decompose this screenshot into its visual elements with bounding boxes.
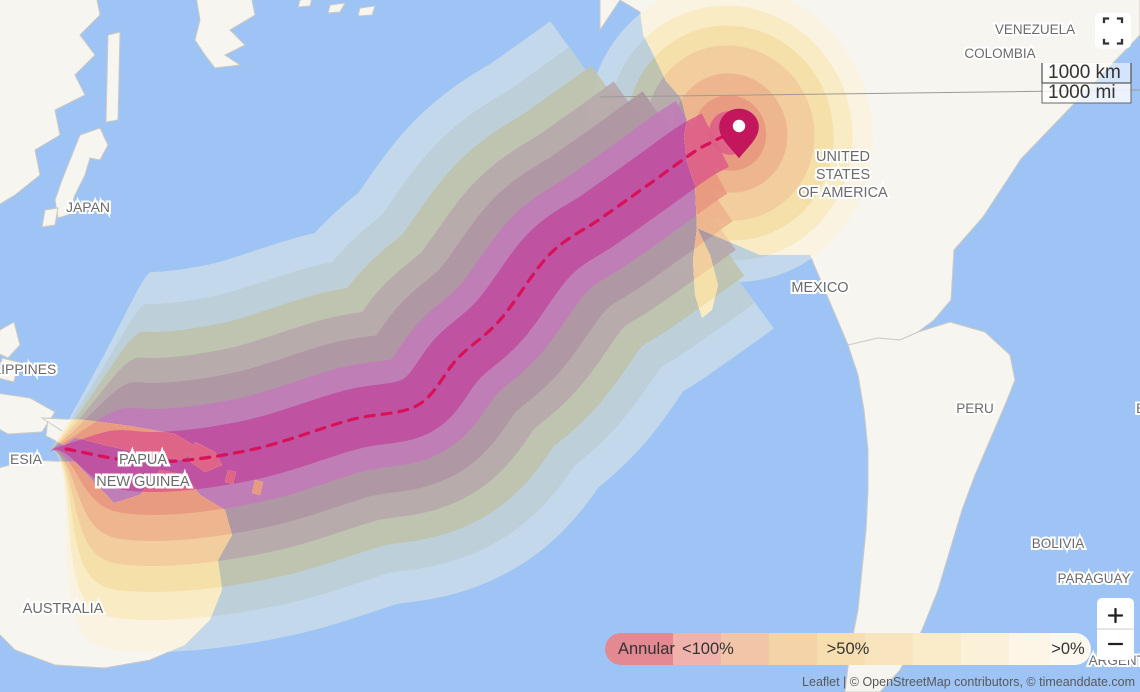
svg-text:<100%: <100% — [682, 640, 734, 658]
svg-text:NEW GUINEA: NEW GUINEA — [96, 474, 190, 490]
svg-text:1000 km: 1000 km — [1048, 62, 1121, 83]
svg-text:Leaflet | © OpenStreetMap cont: Leaflet | © OpenStreetMap contributors, … — [802, 675, 1135, 689]
svg-text:>0%: >0% — [1051, 640, 1085, 658]
svg-text:Annular: Annular — [618, 640, 675, 658]
svg-text:>50%: >50% — [827, 640, 870, 658]
svg-text:PHILIPPINES: PHILIPPINES — [0, 361, 56, 377]
svg-text:MEXICO: MEXICO — [791, 280, 848, 296]
svg-text:1000 mi: 1000 mi — [1048, 82, 1116, 103]
svg-text:BRA: BRA — [1136, 401, 1140, 416]
svg-text:OF AMERICA: OF AMERICA — [798, 185, 888, 201]
svg-text:JAPAN: JAPAN — [66, 199, 110, 215]
svg-text:BOLIVIA: BOLIVIA — [1032, 536, 1085, 551]
svg-text:VENEZUELA: VENEZUELA — [995, 22, 1075, 37]
svg-text:PERU: PERU — [956, 401, 994, 416]
svg-text:STATES: STATES — [816, 167, 870, 183]
svg-text:COLOMBIA: COLOMBIA — [964, 46, 1035, 61]
svg-text:AUSTRALIA: AUSTRALIA — [23, 601, 104, 617]
svg-text:PARAGUAY: PARAGUAY — [1057, 571, 1130, 586]
svg-text:PAPUA: PAPUA — [119, 452, 167, 468]
svg-text:ESIA: ESIA — [10, 451, 43, 467]
svg-text:UNITED: UNITED — [816, 149, 870, 165]
